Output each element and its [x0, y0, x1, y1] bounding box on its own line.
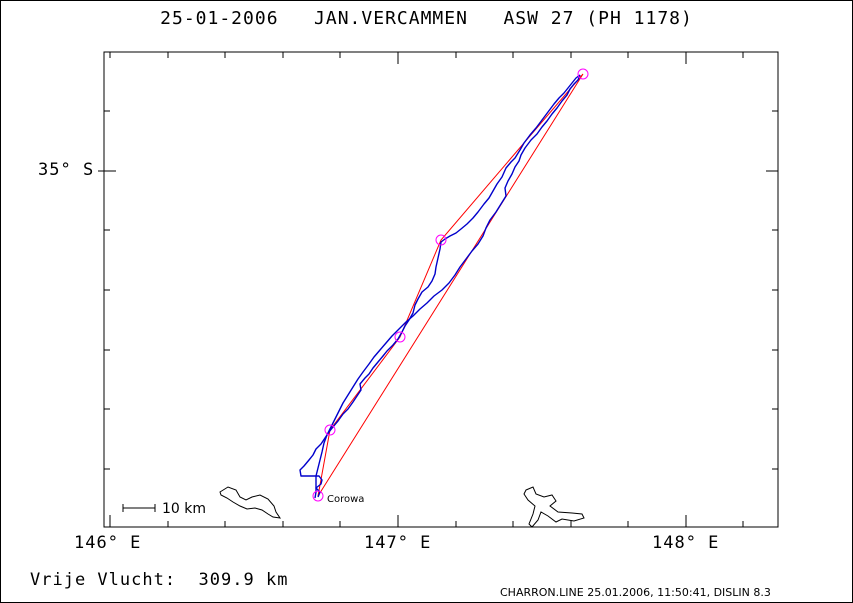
- flight-distance: Vrije Vlucht: 309.9 km: [30, 570, 288, 590]
- flight-type-label: Vrije Vlucht:: [30, 570, 177, 590]
- flight-date: 25-01-2006: [160, 8, 279, 29]
- flight-title: 25-01-2006 JAN.VERCAMMEN ASW 27 (PH 1178…: [0, 8, 853, 29]
- lake-outline-east: [523, 486, 585, 528]
- lon-label-147: 147° E: [364, 533, 432, 553]
- turnpoint-marker: [435, 234, 447, 246]
- town-label: Corowa: [327, 494, 364, 505]
- turnpoint-marker: [312, 490, 324, 502]
- task-line: [317, 73, 584, 497]
- distance-value: 309.9 km: [198, 570, 289, 590]
- lake-outline-west: [219, 486, 282, 519]
- lat-ticks: [98, 110, 778, 470]
- lon-label-146: 146° E: [74, 533, 142, 553]
- lat-label: 35° S: [38, 160, 95, 180]
- flight-track-return: [314, 74, 581, 499]
- map-plot-frame: [103, 51, 779, 528]
- glider-id: ASW 27 (PH 1178): [503, 8, 693, 29]
- scale-bar: [122, 504, 156, 512]
- pilot-name: JAN.VERCAMMEN: [314, 8, 468, 29]
- scale-bar-label: 10 km: [162, 501, 206, 517]
- turnpoints: [312, 68, 589, 502]
- lon-label-148: 148° E: [652, 533, 720, 553]
- file-info: CHARRON.LINE 25.01.2006, 11:50:41, DISLI…: [500, 586, 771, 599]
- flight-track-outbound: [299, 74, 581, 498]
- lon-ticks: [109, 52, 744, 527]
- turnpoint-marker: [324, 424, 336, 436]
- turnpoint-marker: [577, 68, 589, 80]
- turnpoint-marker: [394, 331, 406, 343]
